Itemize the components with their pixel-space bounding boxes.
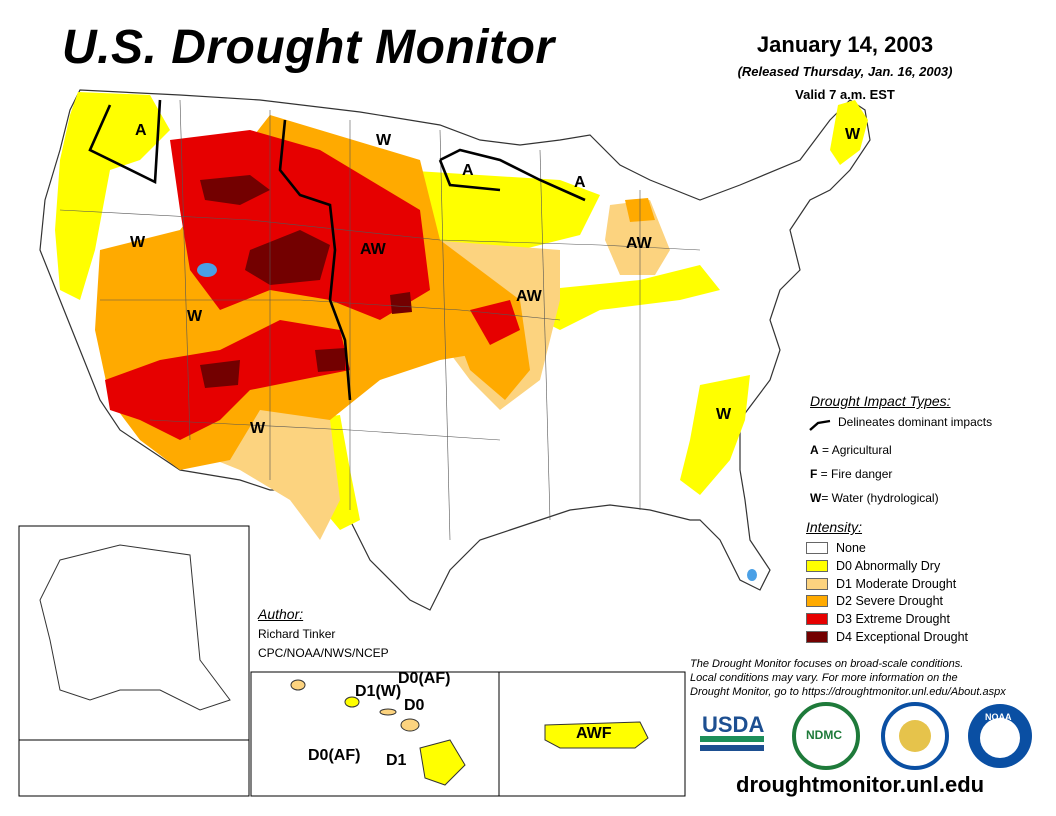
intensity-swatch [806, 613, 828, 625]
d0-region-west [55, 92, 170, 300]
impact-desc: Water (hydrological) [831, 491, 939, 505]
label-a-upper-michigan: A [574, 174, 586, 191]
ndmc-logo-text: NDMC [806, 728, 842, 742]
hawaii-oahu [344, 696, 360, 708]
impact-desc: Fire danger [831, 467, 893, 481]
note-line-3: Drought Monitor, go to https://droughtmo… [690, 686, 1006, 698]
hawaii-label-d1-w: D1(W) [355, 683, 402, 700]
hawaii-label-d0: D0 [404, 697, 425, 714]
d4-region-colorado [315, 348, 345, 372]
d4-region-nebraska [390, 292, 412, 314]
impact-separator: = [821, 491, 832, 505]
ndmc-logo [792, 702, 860, 770]
intensity-row-d2: D2 Severe Drought [806, 593, 943, 609]
usda-logo [700, 736, 764, 751]
label-a-minnesota: A [462, 162, 474, 179]
hawaii-molokai [379, 708, 397, 716]
intensity-row-d0: D0 Abnormally Dry [806, 558, 940, 574]
intensity-label: D2 Severe Drought [836, 594, 944, 608]
note-line-2: Local conditions may vary. For more info… [690, 672, 958, 684]
label-w-oregon: W [130, 234, 146, 251]
d3-region-iowa [470, 300, 520, 345]
site-url[interactable]: droughtmonitor.unl.edu [736, 772, 985, 797]
map-date: January 14, 2003 [756, 32, 934, 57]
impact-delineates-text: Delineates dominant impacts [838, 415, 993, 429]
intensity-label: D3 Extreme Drought [836, 612, 950, 626]
hawaii-label-d1: D1 [386, 752, 407, 769]
noaa-logo-inner [980, 718, 1020, 758]
impact-key: F [810, 467, 818, 481]
lake-okeechobee [747, 569, 757, 581]
impact-types-title: Drought Impact Types: [810, 393, 951, 409]
commerce-seal-inner [899, 720, 931, 752]
impact-key: A [810, 443, 819, 457]
state-boundaries [59, 99, 701, 541]
d0-region-midwest [540, 265, 720, 330]
hawaii-big-island [419, 739, 466, 786]
impact-separator: = [818, 443, 832, 457]
intensity-row-d1: D1 Moderate Drought [806, 576, 956, 592]
intensity-swatch [806, 631, 828, 643]
intensity-label: D0 Abnormally Dry [836, 559, 941, 573]
impact-row-water: W= Water (hydrological) [810, 491, 939, 505]
hawaii-label-d0-af-bottom: D0(AF) [308, 747, 361, 764]
d4-region-wyoming [245, 230, 330, 285]
label-a-montana: A [135, 122, 147, 139]
great-salt-lake [197, 263, 217, 277]
hawaii-label-d0-af-top: D0(AF) [398, 670, 451, 687]
intensity-label: D4 Exceptional Drought [836, 630, 969, 644]
d0-region-southeast [680, 375, 750, 495]
label-w-maine: W [845, 126, 861, 143]
impact-desc: Agricultural [831, 443, 892, 457]
hawaii-kauai [290, 679, 306, 691]
label-aw-michigan: AW [626, 235, 652, 252]
noaa-logo-text: NOAA [985, 712, 1012, 722]
hawaii-inset-frame [250, 671, 500, 797]
d0-region-maine [830, 100, 868, 165]
intensity-label: D1 Moderate Drought [836, 577, 957, 591]
intensity-swatch [806, 560, 828, 572]
impact-row-agricultural: A = Agricultural [810, 443, 892, 457]
label-aw-iowa: AW [516, 288, 542, 305]
intensity-label: None [836, 541, 866, 555]
author-org: CPC/NOAA/NWS/NCEP [258, 646, 389, 660]
puerto-rico-outline [544, 721, 649, 749]
label-aw-nebraska: AW [360, 241, 386, 258]
note-line-1: The Drought Monitor focuses on broad-sca… [690, 658, 964, 670]
intensity-swatch [806, 542, 828, 554]
valid-time: Valid 7 a.m. EST [795, 87, 895, 102]
intensity-row-d3: D3 Extreme Drought [806, 611, 950, 627]
page-title: U.S. Drought Monitor [62, 21, 555, 74]
usda-logo-text: USDA [702, 712, 765, 737]
d4-region-arizona [200, 360, 240, 388]
d4-region-montana [200, 175, 270, 205]
puerto-rico-label: AWF [576, 725, 612, 742]
impact-key: W [810, 491, 822, 505]
label-w-north-dakota: W [376, 132, 392, 149]
impact-separator: = [817, 467, 832, 481]
impact-boundaries [88, 99, 586, 401]
released-date: (Released Thursday, Jan. 16, 2003) [737, 64, 953, 79]
label-w-carolinas: W [716, 406, 732, 423]
intensity-row-none: None [806, 540, 866, 556]
hawaii-maui [400, 718, 420, 732]
intensity-row-d4: D4 Exceptional Drought [806, 629, 968, 645]
intensity-swatch [806, 578, 828, 590]
author-title: Author: [258, 606, 304, 622]
author-name: Richard Tinker [258, 627, 336, 641]
impact-row-fire: F = Fire danger [810, 467, 892, 481]
intensity-title: Intensity: [806, 519, 863, 535]
d0-region-north [400, 170, 600, 255]
intensity-swatch [806, 595, 828, 607]
alaska-outline [39, 544, 231, 711]
label-w-nevada: W [187, 308, 203, 325]
delineate-line-icon [809, 419, 831, 431]
label-w-new-mexico: W [250, 420, 266, 437]
